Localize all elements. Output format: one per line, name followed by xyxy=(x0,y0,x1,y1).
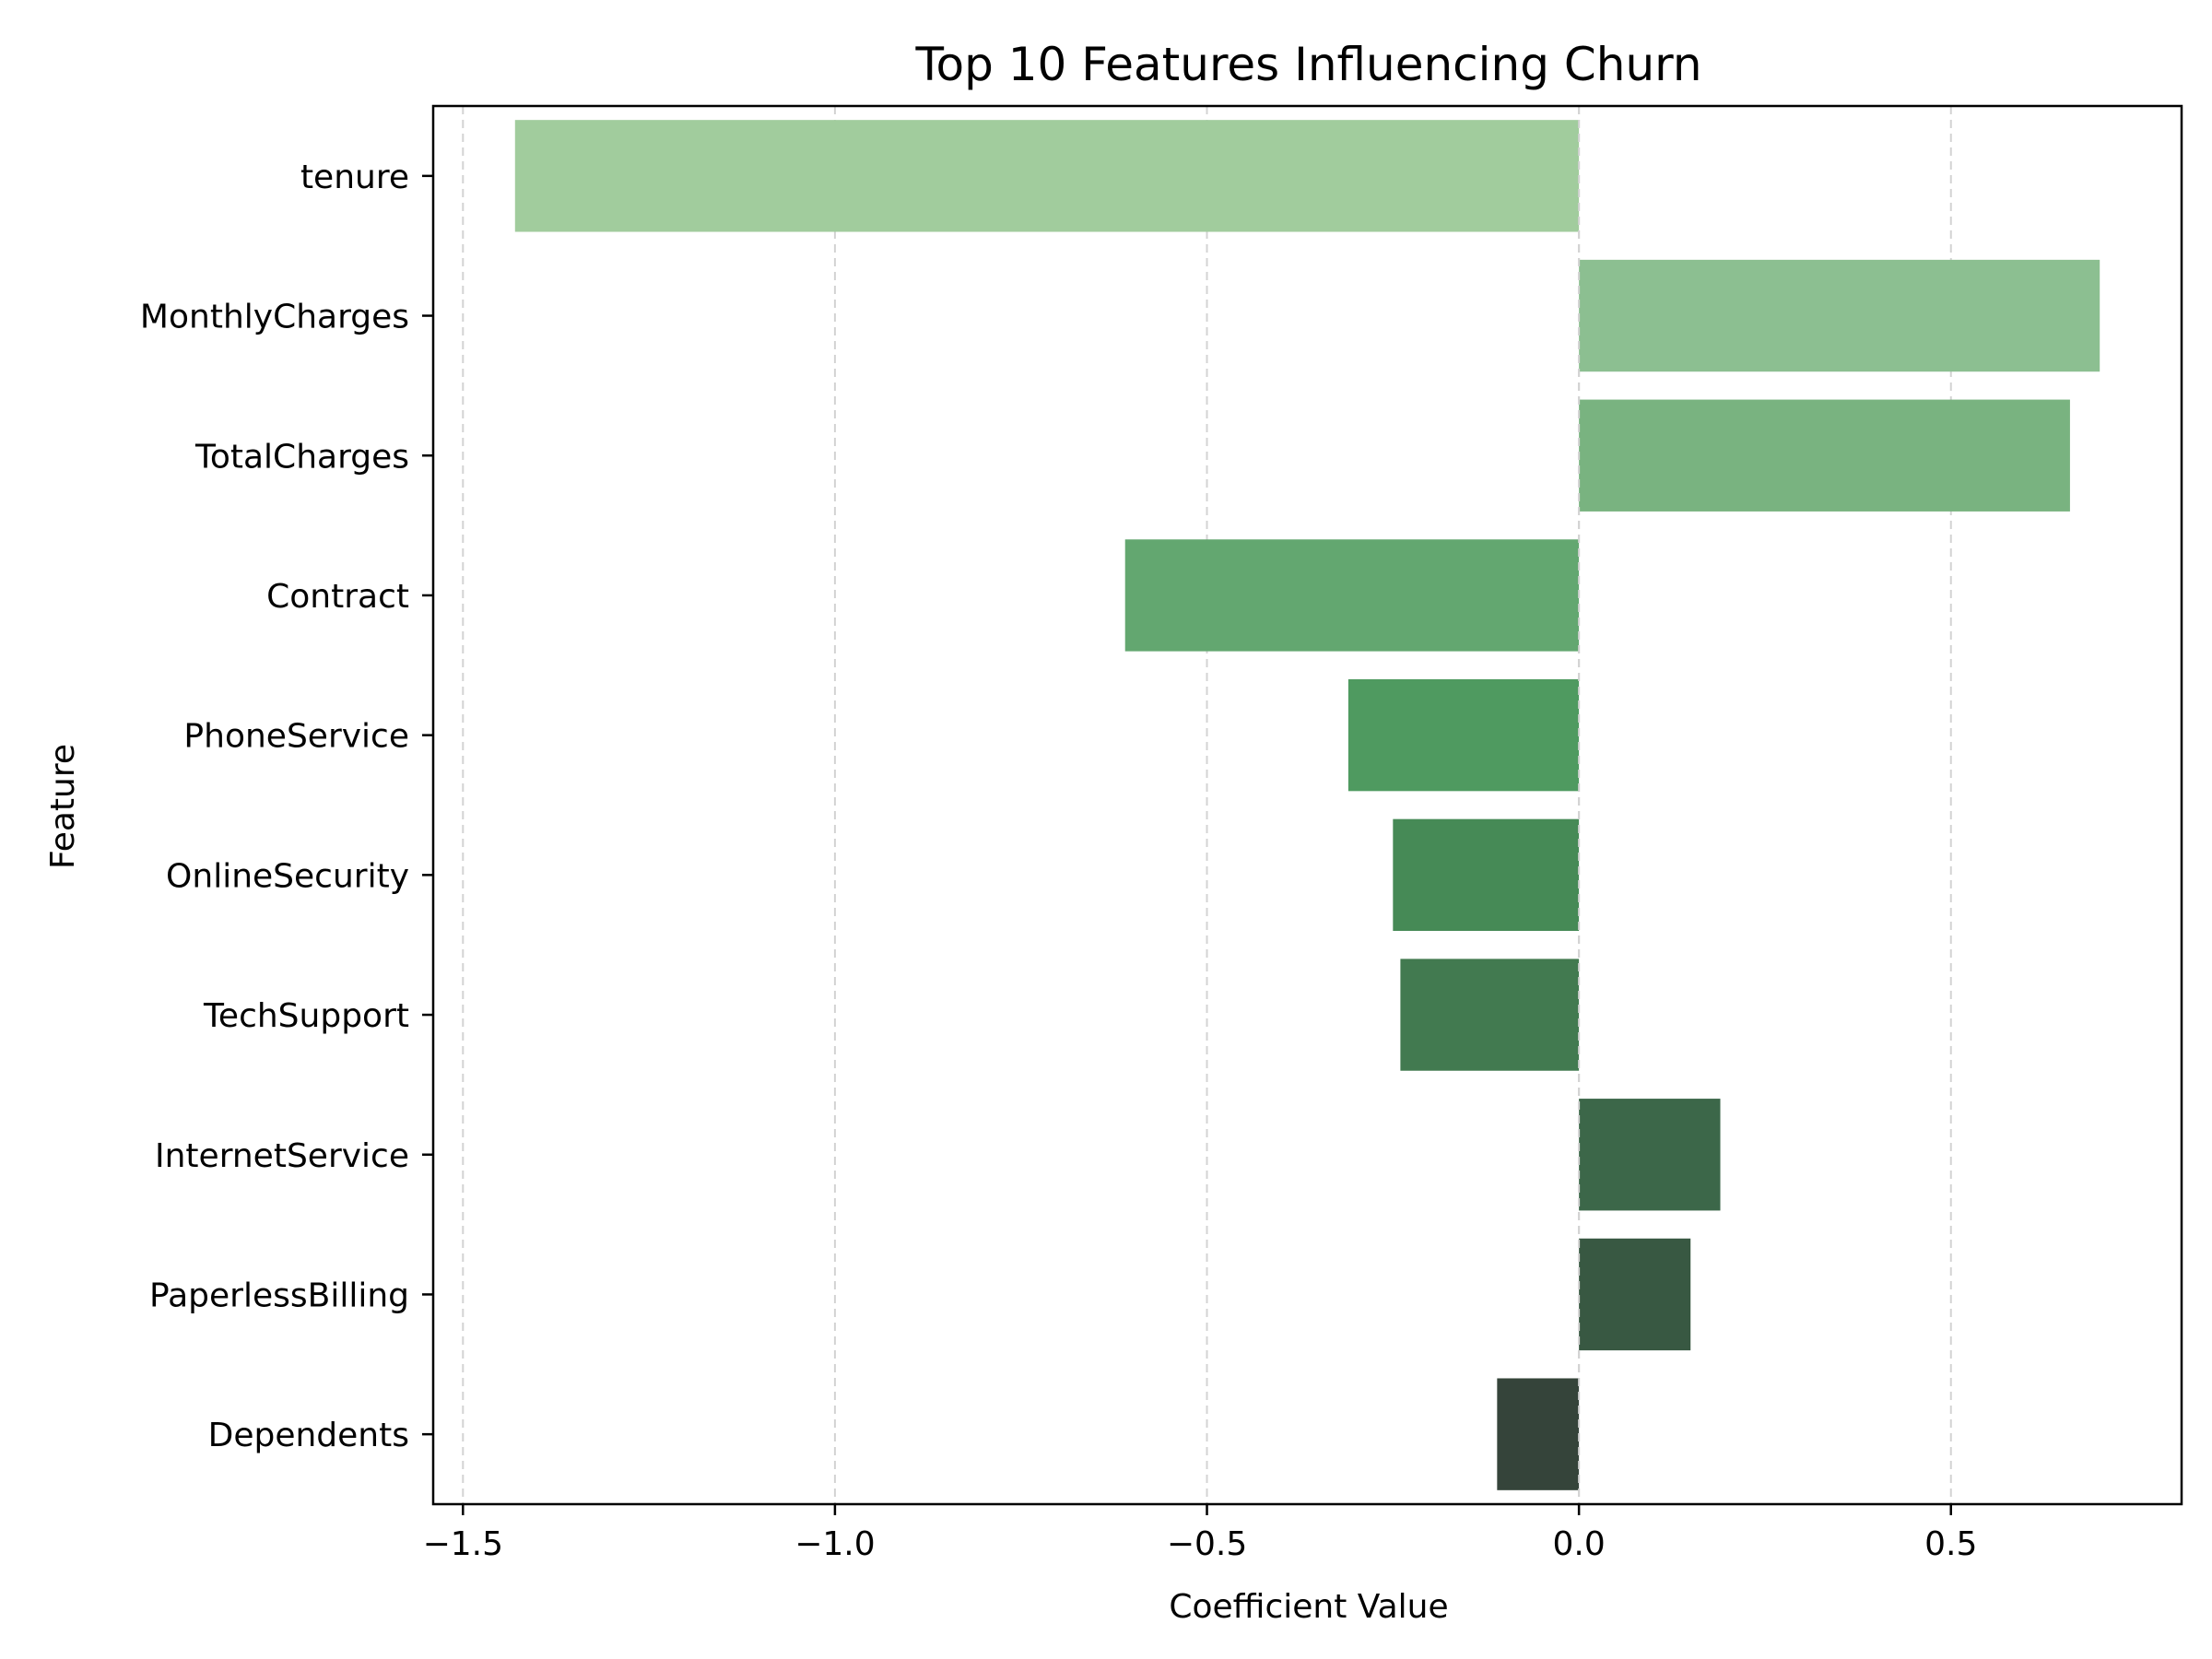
bar-tenure xyxy=(514,120,1580,232)
y-tick-label: Dependents xyxy=(208,1417,409,1454)
chart-title: Top 10 Features Influencing Churn xyxy=(914,38,1701,91)
bar-OnlineSecurity xyxy=(1393,818,1580,932)
x-axis-label: Coefficient Value xyxy=(1169,1588,1448,1626)
x-tick-label: −0.5 xyxy=(1167,1525,1247,1563)
bar-MonthlyCharges xyxy=(1579,259,2100,372)
y-tick-label: PaperlessBilling xyxy=(149,1277,409,1314)
y-tick-label: PhoneService xyxy=(183,718,409,756)
y-axis-ticks: tenure MonthlyCharges TotalCharges Contract… xyxy=(140,159,433,1454)
bar-TotalCharges xyxy=(1579,399,2070,512)
y-tick-label: OnlineSecurity xyxy=(166,857,409,895)
y-tick-label: Contract xyxy=(266,578,409,616)
x-tick-label: 0.0 xyxy=(1553,1525,1606,1563)
y-axis-label: Feature xyxy=(44,744,82,869)
x-tick-label: 0.5 xyxy=(1924,1525,1977,1563)
bar-InternetService xyxy=(1579,1099,1721,1211)
x-axis-ticks: −1.5 −1.0 −0.5 0.0 0.5 xyxy=(423,1504,1977,1563)
y-tick-label: MonthlyCharges xyxy=(140,299,409,336)
bar-series xyxy=(514,120,2100,1490)
y-tick-label: tenure xyxy=(300,159,409,196)
bar-TechSupport xyxy=(1400,959,1580,1071)
y-tick-label: InternetService xyxy=(155,1137,409,1175)
bar-Dependents xyxy=(1497,1378,1580,1490)
bar-PaperlessBilling xyxy=(1579,1238,1691,1351)
bar-PhoneService xyxy=(1347,678,1580,792)
x-tick-label: −1.0 xyxy=(794,1525,875,1563)
plot-frame xyxy=(431,104,2183,1506)
y-tick-label: TechSupport xyxy=(203,997,409,1035)
bar-Contract xyxy=(1124,539,1580,652)
x-tick-label: −1.5 xyxy=(423,1525,503,1563)
y-tick-label: TotalCharges xyxy=(194,438,409,476)
